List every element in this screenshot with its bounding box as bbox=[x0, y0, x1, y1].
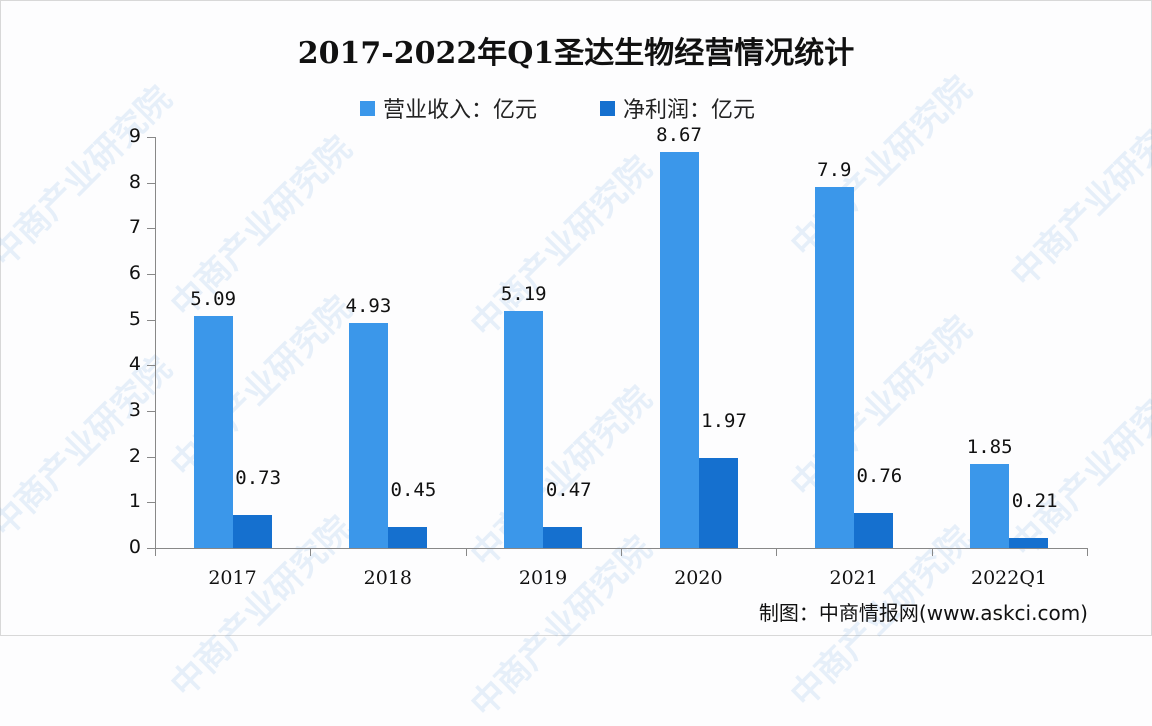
value-label-revenue: 4.93 bbox=[345, 294, 392, 317]
bar-profit bbox=[232, 514, 272, 548]
x-category-label: 2019 bbox=[518, 567, 568, 589]
y-tick-label: 5 bbox=[128, 307, 141, 330]
value-label-profit: 1.97 bbox=[701, 410, 747, 433]
y-tick-mark bbox=[147, 365, 155, 367]
y-tick-label: 0 bbox=[128, 536, 141, 558]
y-tick-mark bbox=[147, 228, 155, 230]
x-category-label: 2021 bbox=[829, 567, 878, 589]
y-tick-label: 4 bbox=[128, 353, 141, 376]
legend-item-profit: 净利润：亿元 bbox=[600, 92, 755, 124]
value-label-profit: 0.45 bbox=[390, 479, 437, 502]
value-label-revenue: 8.67 bbox=[656, 124, 702, 147]
bar-revenue bbox=[814, 187, 854, 548]
y-tick-mark bbox=[147, 502, 155, 504]
chart-title: 2017-2022年Q1圣达生物经营情况统计 bbox=[297, 36, 855, 71]
legend-label-profit: 净利润：亿元 bbox=[623, 98, 756, 123]
x-tick-mark bbox=[465, 548, 467, 556]
x-category-label: 2018 bbox=[363, 567, 412, 589]
y-tick-label: 3 bbox=[128, 398, 141, 421]
x-tick-mark bbox=[776, 548, 778, 556]
y-tick-label: 6 bbox=[128, 261, 141, 284]
y-tick-label: 8 bbox=[128, 170, 141, 193]
x-category-label: 2022Q1 bbox=[970, 567, 1048, 589]
bar-profit bbox=[698, 458, 738, 548]
bar-revenue bbox=[504, 310, 544, 548]
y-tick-label: 1 bbox=[128, 490, 141, 513]
legend-swatch-revenue bbox=[360, 100, 375, 116]
value-label-revenue: 5.19 bbox=[500, 282, 547, 305]
y-tick-mark bbox=[147, 273, 155, 275]
y-tick-mark bbox=[147, 136, 155, 138]
value-label-profit: 0.47 bbox=[545, 478, 592, 501]
legend-label-revenue: 营业收入：亿元 bbox=[383, 98, 538, 123]
y-tick-mark bbox=[147, 548, 155, 549]
x-tick-mark bbox=[1086, 548, 1088, 556]
x-tick-mark bbox=[931, 548, 933, 556]
bar-profit bbox=[387, 527, 427, 548]
bar-revenue bbox=[970, 463, 1010, 548]
x-tick-mark bbox=[155, 548, 156, 556]
bar-revenue bbox=[193, 315, 233, 548]
x-category-label: 2017 bbox=[208, 567, 257, 589]
source-credit: 制图：中商情报网(www.askci.com) bbox=[758, 601, 1088, 625]
bar-profit bbox=[543, 526, 583, 548]
y-tick-label: 9 bbox=[128, 124, 141, 147]
x-tick-mark bbox=[620, 548, 622, 556]
value-label-revenue: 1.85 bbox=[966, 435, 1013, 458]
x-tick-mark bbox=[310, 548, 312, 556]
value-label-revenue: 5.09 bbox=[190, 287, 237, 310]
y-tick-mark bbox=[147, 410, 155, 412]
x-category-label: 2020 bbox=[674, 567, 723, 589]
value-label-revenue: 7.9 bbox=[817, 159, 852, 182]
y-tick-label: 2 bbox=[128, 444, 141, 467]
legend: 营业收入：亿元 净利润：亿元 bbox=[0, 92, 1152, 124]
value-label-profit: 0.73 bbox=[235, 466, 282, 489]
y-tick-label: 7 bbox=[128, 216, 141, 239]
y-tick-mark bbox=[147, 319, 155, 321]
value-label-profit: 0.21 bbox=[1011, 490, 1058, 513]
y-tick-mark bbox=[147, 182, 155, 184]
legend-item-revenue: 营业收入：亿元 bbox=[360, 92, 537, 124]
bar-revenue bbox=[659, 152, 699, 548]
bar-profit bbox=[853, 513, 893, 548]
y-tick-mark bbox=[147, 456, 155, 458]
bar-profit bbox=[1009, 538, 1049, 548]
value-label-profit: 0.76 bbox=[856, 465, 903, 488]
y-axis bbox=[155, 137, 156, 548]
legend-swatch-profit bbox=[600, 100, 615, 116]
bar-revenue bbox=[348, 322, 388, 548]
